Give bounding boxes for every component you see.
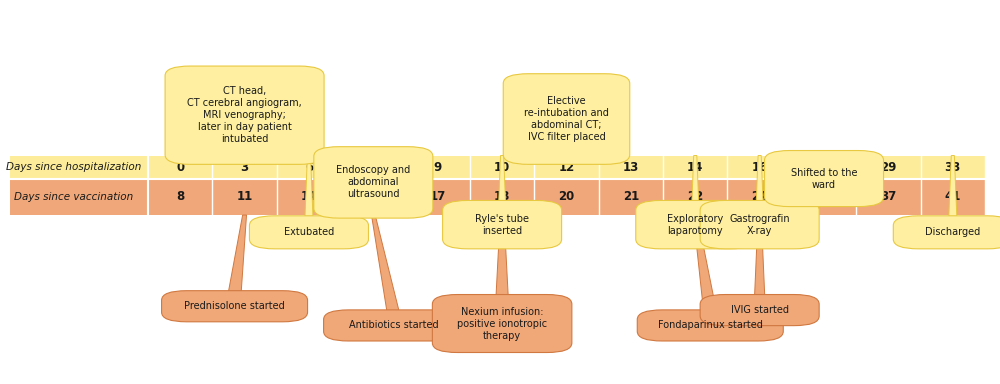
Text: Antibiotics started: Antibiotics started [349,320,438,331]
FancyBboxPatch shape [636,200,755,249]
Text: 0: 0 [176,161,184,174]
Text: IVIG started: IVIG started [731,305,789,315]
Polygon shape [304,156,314,246]
Text: 19: 19 [816,161,832,174]
Polygon shape [228,215,247,294]
Text: Discharged: Discharged [925,227,980,237]
Text: Ryle's tube
inserted: Ryle's tube inserted [475,214,529,236]
FancyBboxPatch shape [765,151,884,207]
FancyBboxPatch shape [700,295,819,326]
Text: 13: 13 [623,161,639,174]
Polygon shape [497,156,507,246]
Text: Extubated: Extubated [284,227,334,237]
Text: Elective
re-intubation and
abdominal CT;
IVC filter placed: Elective re-intubation and abdominal CT;… [524,96,609,142]
Text: 8: 8 [369,161,377,174]
Text: Days since vaccination: Days since vaccination [14,192,134,202]
Text: Fondaparinux started: Fondaparinux started [658,320,763,331]
Text: 17: 17 [430,190,446,203]
Polygon shape [693,215,717,313]
Text: 11: 11 [236,190,253,203]
Text: Endoscopy and
abdominal
ultrasound: Endoscopy and abdominal ultrasound [336,166,410,199]
Text: 37: 37 [880,190,897,203]
Text: 3: 3 [241,161,249,174]
FancyBboxPatch shape [10,179,985,215]
Polygon shape [368,156,378,215]
Text: 24: 24 [751,190,768,203]
FancyBboxPatch shape [162,291,308,322]
Text: 12: 12 [558,161,575,174]
Polygon shape [755,156,765,246]
Text: 16: 16 [365,190,382,203]
Text: 6: 6 [305,161,313,174]
Polygon shape [819,156,829,204]
Text: 21: 21 [623,190,639,203]
Polygon shape [948,156,958,246]
Text: 10: 10 [494,161,510,174]
FancyBboxPatch shape [637,310,783,341]
Text: 14: 14 [301,190,317,203]
FancyBboxPatch shape [314,147,433,218]
Polygon shape [496,215,508,298]
FancyBboxPatch shape [443,200,562,249]
FancyBboxPatch shape [700,200,819,249]
Polygon shape [237,156,252,161]
FancyBboxPatch shape [10,156,985,179]
Text: Gastrografin
X-ray: Gastrografin X-ray [729,214,790,236]
Text: 29: 29 [880,161,897,174]
FancyBboxPatch shape [165,66,324,164]
Text: 41: 41 [945,190,961,203]
Text: 27: 27 [816,190,832,203]
FancyBboxPatch shape [503,74,630,164]
Text: Nexium infusion:
positive ionotropic
therapy: Nexium infusion: positive ionotropic the… [457,306,547,341]
FancyBboxPatch shape [249,216,368,249]
Text: 16: 16 [751,161,768,174]
Text: 22: 22 [687,190,703,203]
FancyBboxPatch shape [432,295,572,353]
Text: CT head,
CT cerebral angiogram,
MRI venography;
later in day patient
intubated: CT head, CT cerebral angiogram, MRI veno… [187,86,302,144]
Text: Days since hospitalization: Days since hospitalization [6,162,142,172]
Text: 33: 33 [945,161,961,174]
Text: 20: 20 [558,190,575,203]
FancyBboxPatch shape [893,216,1000,249]
Polygon shape [561,156,572,161]
Text: 9: 9 [434,161,442,174]
Text: Prednisolone started: Prednisolone started [184,301,285,311]
FancyBboxPatch shape [324,310,463,341]
Text: 14: 14 [687,161,703,174]
Text: Exploratory
laparotomy: Exploratory laparotomy [667,214,723,236]
Polygon shape [755,215,765,298]
Polygon shape [690,156,700,246]
Text: Shifted to the
ward: Shifted to the ward [791,167,857,190]
Polygon shape [371,215,400,313]
Text: 8: 8 [176,190,184,203]
Text: 18: 18 [494,190,510,203]
